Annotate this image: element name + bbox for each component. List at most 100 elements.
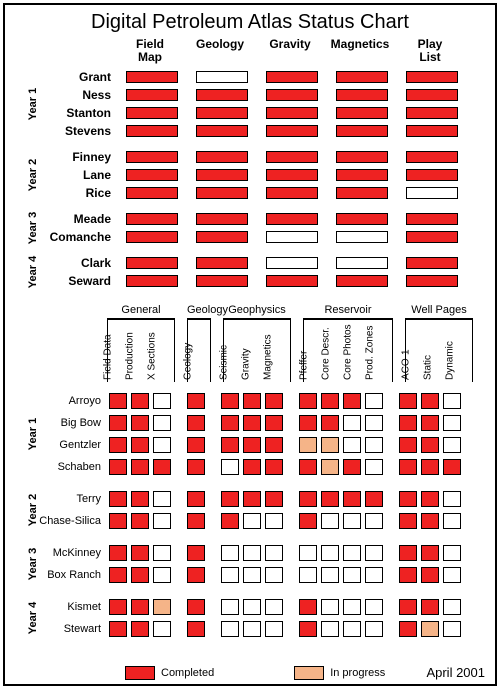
status-cell: [421, 567, 439, 583]
status-cell: [221, 415, 239, 431]
status-cell: [243, 437, 261, 453]
status-cell: [406, 89, 458, 101]
sec1-col-header: PlayList: [395, 38, 465, 64]
status-cell: [421, 599, 439, 615]
status-cell: [399, 621, 417, 637]
status-cell: [265, 491, 283, 507]
status-cell: [406, 125, 458, 137]
status-cell: [243, 513, 261, 529]
status-cell: [126, 125, 178, 137]
status-cell: [399, 393, 417, 409]
row-label: Big Bow: [5, 417, 107, 429]
status-cell: [321, 415, 339, 431]
status-cell: [266, 107, 318, 119]
status-cell: [109, 545, 127, 561]
status-cell: [336, 71, 388, 83]
status-cell: [406, 257, 458, 269]
status-cell: [399, 567, 417, 583]
status-cell: [336, 187, 388, 199]
status-cell: [265, 459, 283, 475]
status-cell: [265, 599, 283, 615]
status-cell: [336, 213, 388, 225]
status-cell: [153, 599, 171, 615]
status-cell: [443, 415, 461, 431]
status-cell: [131, 567, 149, 583]
status-cell: [406, 151, 458, 163]
status-cell: [365, 621, 383, 637]
status-cell: [196, 169, 248, 181]
status-cell: [336, 125, 388, 137]
status-cell: [196, 151, 248, 163]
column-header: Magnetics: [263, 335, 274, 381]
status-cell: [399, 599, 417, 615]
group-header: Well Pages: [405, 304, 473, 316]
status-cell: [153, 491, 171, 507]
status-cell: [365, 393, 383, 409]
status-cell: [153, 545, 171, 561]
status-cell: [365, 491, 383, 507]
table-row: Stanton: [5, 104, 495, 122]
status-cell: [196, 107, 248, 119]
status-cell: [421, 415, 439, 431]
status-cell: [365, 567, 383, 583]
status-cell: [265, 567, 283, 583]
table-row: Clark: [5, 254, 495, 272]
status-cell: [399, 545, 417, 561]
status-cell: [131, 545, 149, 561]
status-cell: [265, 545, 283, 561]
row-label: Stewart: [5, 623, 107, 635]
sec1-col-header: Gravity: [255, 38, 325, 64]
status-cell: [243, 393, 261, 409]
table-row: Grant: [5, 68, 495, 86]
status-cell: [221, 437, 239, 453]
status-cell: [336, 89, 388, 101]
status-cell: [221, 599, 239, 615]
chart-title: Digital Petroleum Atlas Status Chart: [5, 5, 495, 34]
year-label: Year 1: [27, 418, 39, 450]
status-cell: [153, 513, 171, 529]
status-cell: [126, 169, 178, 181]
status-cell: [406, 187, 458, 199]
row-label: Gentzler: [5, 439, 107, 451]
row-label: Terry: [5, 493, 107, 505]
status-cell: [109, 491, 127, 507]
status-cell: [321, 513, 339, 529]
status-cell: [221, 459, 239, 475]
row-label: Meade: [5, 212, 117, 226]
status-cell: [221, 491, 239, 507]
status-cell: [343, 415, 361, 431]
status-cell: [243, 459, 261, 475]
status-cell: [196, 71, 248, 83]
year-label: Year 2: [27, 159, 39, 191]
table-row: Arroyo: [5, 390, 495, 412]
status-cell: [321, 437, 339, 453]
status-cell: [365, 415, 383, 431]
group-header: Reservoir: [303, 304, 393, 316]
row-label: Chase-Silica: [5, 515, 107, 527]
status-cell: [343, 393, 361, 409]
column-group: Field DataProductionX Sections: [107, 318, 175, 382]
status-cell: [109, 513, 127, 529]
row-label: Ness: [5, 88, 117, 102]
status-cell: [109, 599, 127, 615]
status-cell: [221, 621, 239, 637]
status-cell: [421, 621, 439, 637]
table-row: Meade: [5, 210, 495, 228]
status-cell: [266, 169, 318, 181]
status-cell: [321, 567, 339, 583]
status-cell: [443, 513, 461, 529]
table-row: Terry: [5, 488, 495, 510]
status-cell: [299, 459, 317, 475]
year-label: Year 2: [27, 494, 39, 526]
column-header: X Sections: [147, 333, 158, 381]
status-cell: [126, 231, 178, 243]
status-cell: [421, 513, 439, 529]
status-cell: [343, 545, 361, 561]
status-cell: [109, 415, 127, 431]
column-header: Prod. Zones: [365, 326, 376, 380]
row-label: Box Ranch: [5, 569, 107, 581]
status-cell: [109, 437, 127, 453]
table-row: Schaben: [5, 456, 495, 478]
status-cell: [299, 545, 317, 561]
status-cell: [126, 107, 178, 119]
